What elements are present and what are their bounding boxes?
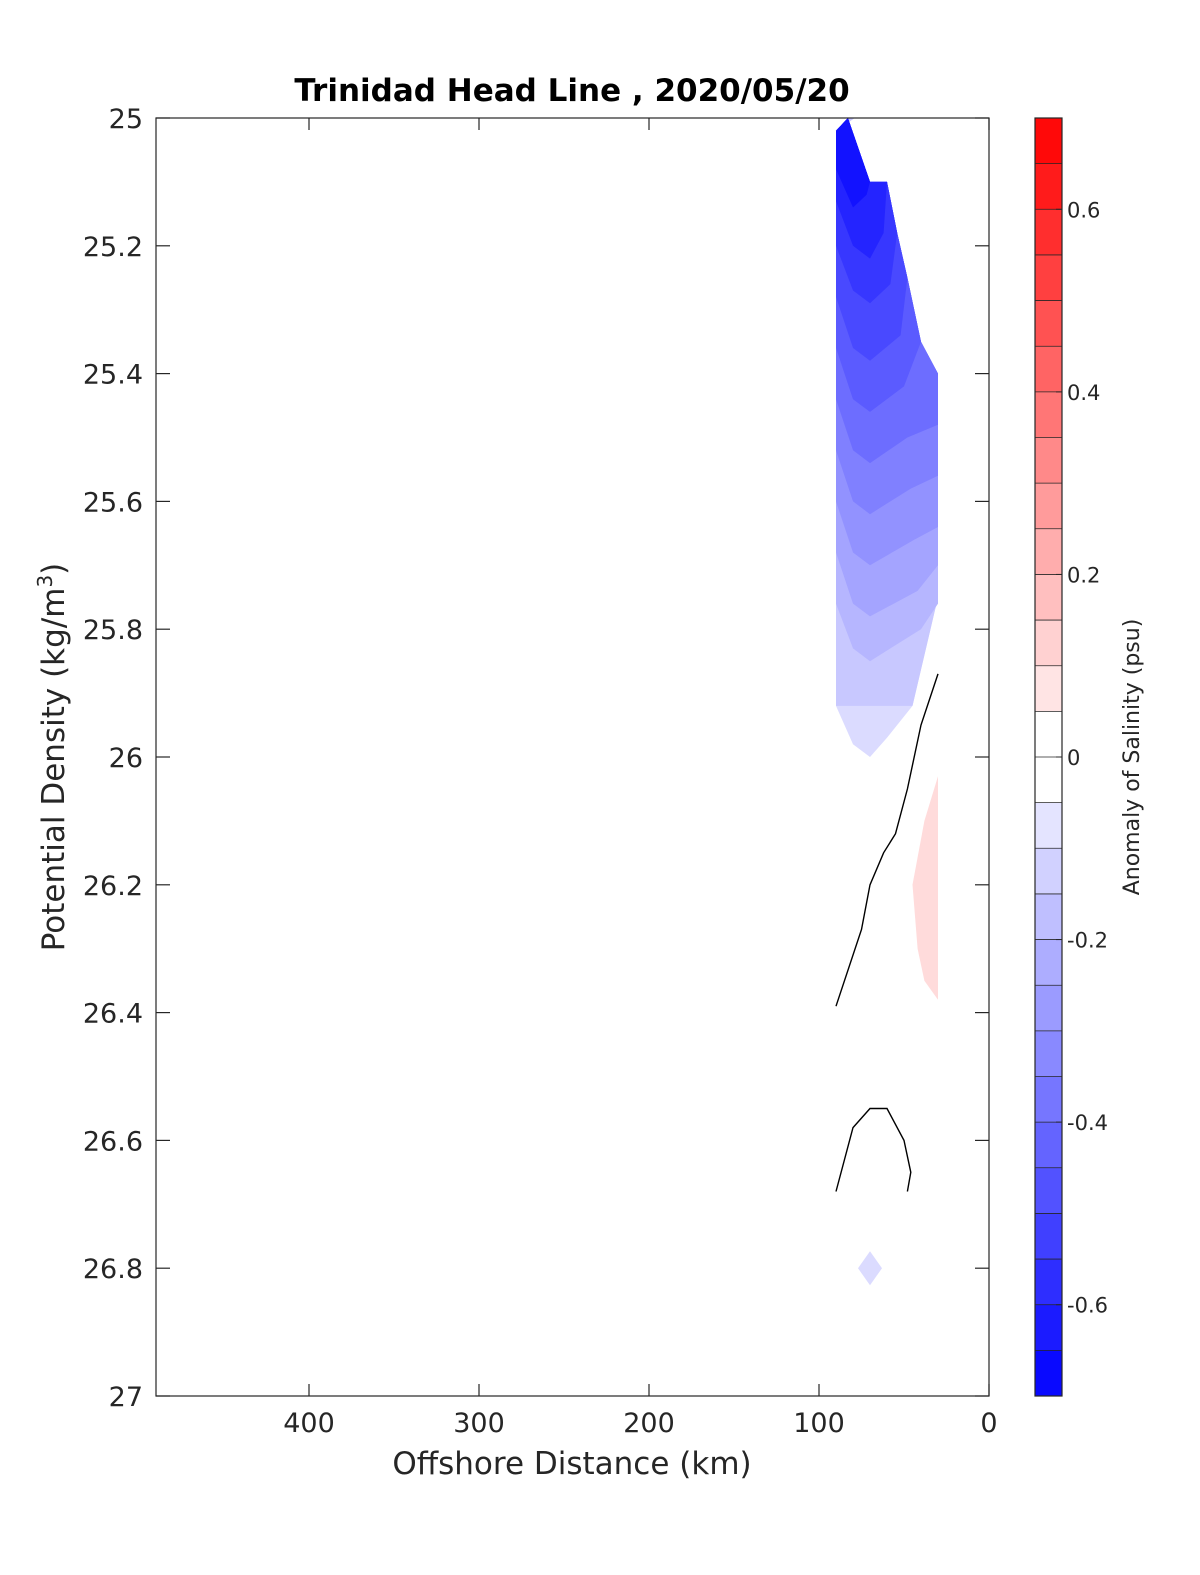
colorbar-tick-label: -0.6: [1067, 1294, 1108, 1318]
y-tick-label: 25.6: [83, 487, 143, 518]
y-axis-label-close: ): [36, 563, 72, 575]
x-tick-label: 300: [453, 1408, 505, 1439]
colorbar-segment: [1035, 620, 1062, 666]
y-tick-label: 26.4: [83, 999, 143, 1030]
colorbar-tick-label: -0.4: [1067, 1111, 1108, 1135]
colorbar-segment: [1035, 1213, 1062, 1260]
y-tick-label: 25.4: [83, 360, 143, 391]
y-axis: 25 25.2 25.4 25.6 25.8 26 26.2 26.4 26.6 26.8 27: [83, 104, 989, 1413]
colorbar-frame: [1034, 117, 1063, 1397]
x-tick-label: 100: [793, 1408, 845, 1439]
y-tick-label: 26.8: [83, 1254, 143, 1285]
colorbar-segment: [1035, 437, 1062, 484]
colorbar-segment: [1035, 1030, 1062, 1077]
x-tick-label: 400: [283, 1408, 335, 1439]
x-tick-label: 200: [623, 1408, 675, 1439]
colorbar-segment: [1035, 254, 1062, 301]
colorbar: 0.6 0.4 0.2 0 -0.2 -0.4 -0.6: [1035, 118, 1108, 1396]
y-tick-label: 25.8: [83, 615, 143, 646]
contour-patch-positive: [912, 776, 938, 1000]
zero-contour-line: [835, 673, 939, 1007]
colorbar-segment: [1035, 1122, 1062, 1168]
x-tick-label: 0: [980, 1408, 997, 1439]
colorbar-segment: [1035, 163, 1062, 210]
zero-contours: [835, 673, 939, 1192]
colorbar-segment: [1035, 118, 1062, 164]
zero-contour-line: [835, 1107, 912, 1192]
colorbar-segment: [1035, 574, 1062, 621]
y-tick-label: 25: [109, 104, 143, 135]
colorbar-segment: [1035, 528, 1062, 575]
colorbar-segment: [1035, 1076, 1062, 1123]
colorbar-segment: [1035, 802, 1062, 849]
colorbar-segment: [1035, 300, 1062, 347]
colorbar-segment: [1035, 1304, 1062, 1351]
y-axis-label: Potential Density (kg/m3): [33, 563, 72, 952]
colorbar-segment: [1035, 1259, 1062, 1305]
y-tick-label: 26: [109, 743, 143, 774]
colorbar-segment: [1035, 209, 1062, 255]
colorbar-segment: [1035, 985, 1062, 1031]
colorbar-segment: [1035, 939, 1062, 986]
colorbar-tick-label: 0.2: [1067, 563, 1100, 587]
colorbar-segment: [1035, 346, 1062, 392]
colorbar-tick-label: 0: [1067, 746, 1080, 770]
plot-fill: [836, 118, 938, 1286]
colorbar-label: Anomaly of Salinity (psu): [1120, 619, 1145, 896]
y-axis-label-superscript: 3: [33, 575, 57, 588]
colorbar-segment: [1035, 391, 1062, 438]
colorbar-segment: [1035, 711, 1062, 757]
y-tick-label: 26.2: [83, 871, 143, 902]
colorbar-segment: [1035, 1350, 1062, 1396]
chart-title: Trinidad Head Line , 2020/05/20: [294, 73, 849, 109]
y-tick-label: 27: [109, 1382, 143, 1413]
x-axis-label: Offshore Distance (km): [392, 1446, 751, 1482]
y-axis-label-main: Potential Density (kg/m: [36, 588, 72, 952]
y-tick-label: 26.6: [83, 1126, 143, 1157]
colorbar-tick-label: 0.6: [1067, 198, 1100, 222]
colorbar-tick-label: -0.2: [1067, 929, 1108, 953]
colorbar-segment: [1035, 483, 1062, 529]
colorbar-segment: [1035, 665, 1062, 712]
colorbar-tick-label: 0.4: [1067, 381, 1100, 405]
contour-band: [836, 118, 870, 208]
colorbar-segment: [1035, 848, 1062, 894]
colorbar-segment: [1035, 757, 1062, 803]
x-axis: 400 300 200 100 0: [283, 118, 998, 1439]
y-tick-label: 25.2: [83, 232, 143, 263]
colorbar-segment: [1035, 1167, 1062, 1214]
contour-patch-negative: [858, 1251, 882, 1286]
colorbar-segment: [1035, 893, 1062, 940]
